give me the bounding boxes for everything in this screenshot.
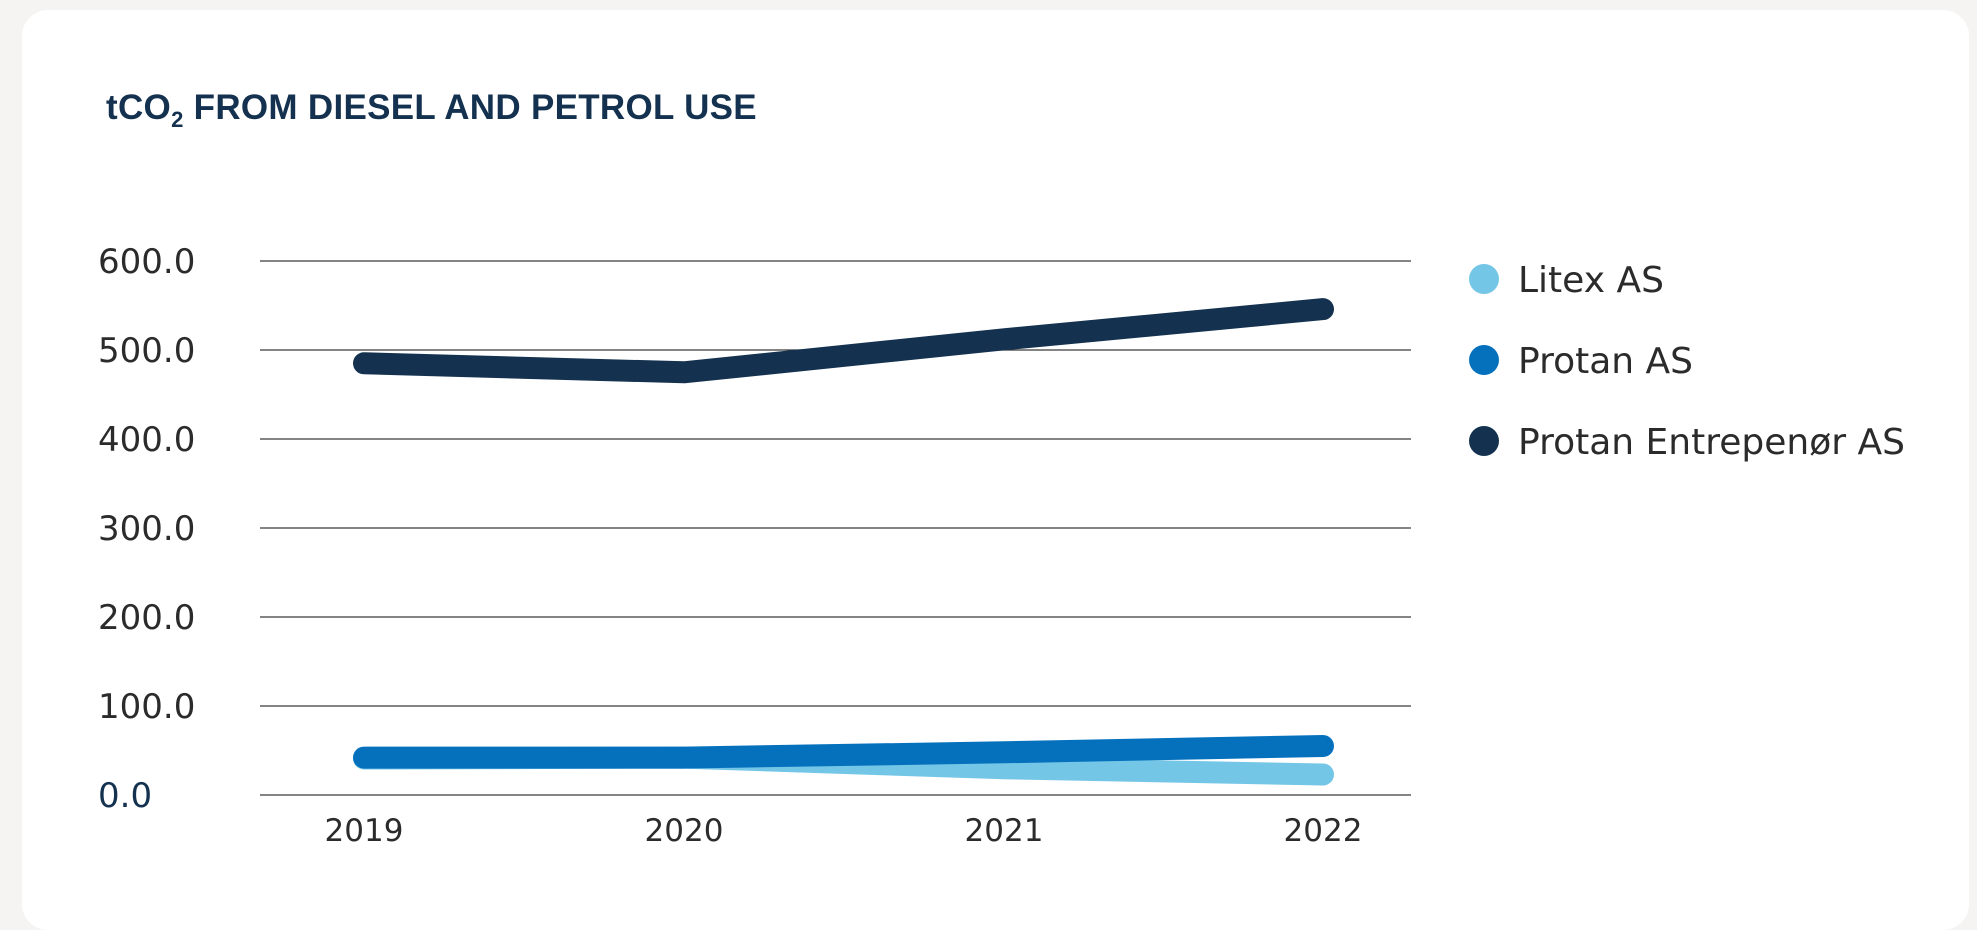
y-tick-label: 400.0 (98, 420, 195, 460)
legend-item: Litex AS (1469, 260, 1664, 301)
legend-item: Protan AS (1469, 341, 1693, 382)
y-tick-label: 300.0 (98, 509, 195, 549)
series-line-1 (353, 735, 1334, 769)
x-tick-label: 2022 (1284, 813, 1363, 849)
chart-title-subscript: 2 (171, 107, 184, 132)
legend-swatch (1469, 264, 1499, 294)
series-lines (353, 298, 1334, 786)
legend-swatch (1469, 345, 1499, 375)
legend-label: Litex AS (1518, 260, 1664, 301)
chart-title: tCO2 FROM DIESEL AND PETROL USE (106, 88, 757, 131)
chart-title-main: tCO (106, 88, 172, 127)
chart-title-rest: FROM DIESEL AND PETROL USE (183, 88, 757, 127)
y-tick-label: 200.0 (98, 598, 195, 638)
series-line-2 (353, 298, 1334, 384)
legend-item: Protan Entrepenør AS (1469, 422, 1905, 463)
y-axis-labels: 0.0 100.0 200.0 300.0 400.0 500.0 600.0 (98, 242, 195, 816)
grid-lines (260, 260, 1411, 796)
legend-label: Protan AS (1518, 341, 1693, 382)
legend-label: Protan Entrepenør AS (1518, 422, 1905, 463)
y-tick-label: 100.0 (98, 687, 195, 727)
y-tick-label: 0.0 (98, 776, 152, 816)
x-tick-label: 2020 (645, 813, 724, 849)
legend: Litex AS Protan AS Protan Entrepenør AS (1469, 260, 1905, 463)
x-tick-label: 2021 (965, 813, 1044, 849)
x-axis-labels: 2019 2020 2021 2022 (325, 813, 1363, 849)
x-tick-label: 2019 (325, 813, 404, 849)
y-tick-label: 600.0 (98, 242, 195, 282)
legend-swatch (1469, 426, 1499, 456)
y-tick-label: 500.0 (98, 331, 195, 371)
